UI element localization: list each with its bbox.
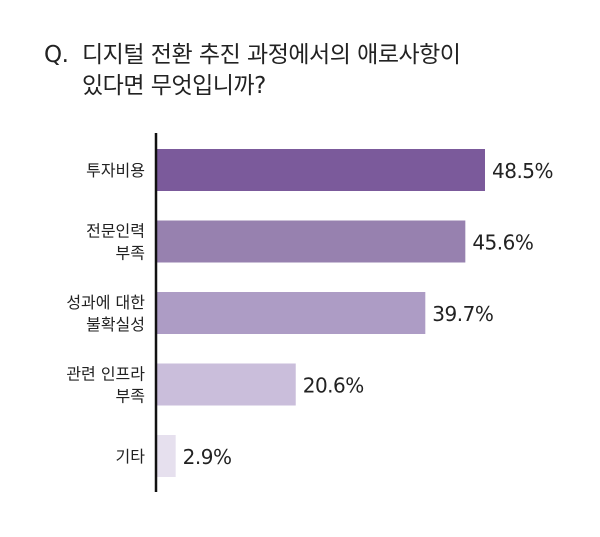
bar [156,363,296,406]
category-label: 성과에 대한 [66,293,145,312]
category-label: 투자비용 [86,161,145,180]
category-label: 기타 [116,447,146,466]
category-label: 부족 [116,387,145,406]
value-label: 2.9% [183,445,232,469]
value-label: 45.6% [472,231,533,255]
value-label: 20.6% [303,374,364,398]
bar [156,220,466,263]
title-line-1: 디지털 전환 추진 과정에서의 애로사항이 [82,42,461,68]
value-label: 39.7% [432,302,493,326]
category-label: 전문인력 [86,222,145,241]
title-line-2: 있다면 무엇입니까? [82,73,266,99]
question-prefix: Q. [44,42,69,68]
category-label: 관련 인프라 [66,365,145,384]
bar [156,292,426,334]
chart-title: Q. 디지털 전환 추진 과정에서의 애로사항이 있다면 무엇입니까? [44,40,584,102]
category-label: 불확실성 [86,315,145,334]
value-label: 48.5% [492,159,553,183]
bar [156,149,485,191]
bar [156,435,176,477]
category-label: 부족 [116,244,145,263]
